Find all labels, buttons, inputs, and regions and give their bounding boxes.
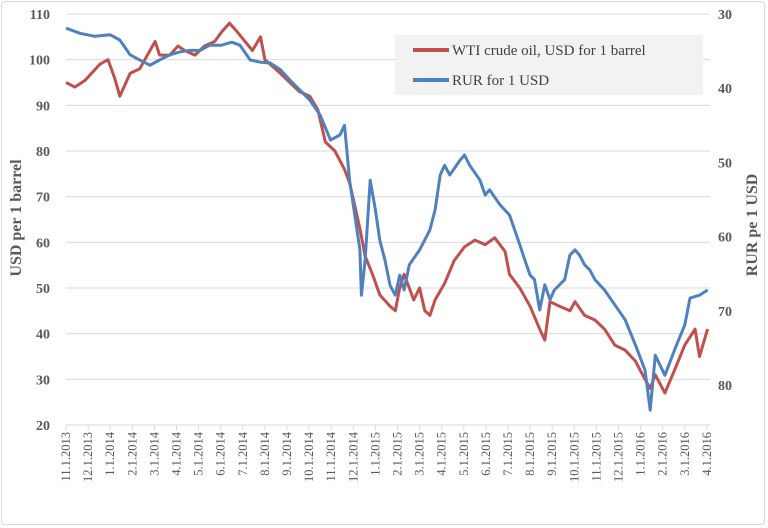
x-tick-label: 11.1.2014: [324, 431, 338, 481]
x-tick-label: 1.1.2015: [368, 432, 382, 476]
x-tick-label: 10.1.2014: [302, 431, 316, 482]
legend-label-wti: WTI crude oil, USD for 1 barrel: [452, 43, 646, 59]
x-tick-label: 4.1.2014: [170, 431, 184, 476]
x-tick-label: 3.1.2016: [678, 432, 692, 476]
y-tick-label: 90: [36, 99, 50, 114]
x-tick-label: 10.1.2015: [567, 432, 581, 482]
x-tick-label: 4.1.2015: [435, 432, 449, 476]
y-right-tick-label: 80: [718, 379, 732, 394]
legend: WTI crude oil, USD for 1 barrel RUR for …: [395, 35, 703, 95]
x-tick-label: 11.1.2015: [589, 432, 603, 482]
x-tick-label: 7.1.2015: [501, 432, 515, 476]
legend-background: [395, 35, 703, 95]
y-tick-label: 20: [36, 419, 50, 434]
series-lines: [65, 21, 710, 412]
y-right-tick-label: 70: [718, 305, 732, 320]
x-tick-label: 7.1.2014: [236, 431, 250, 476]
right-axis-label: RUR pe 1 USD: [744, 174, 761, 277]
x-tick-label: 5.1.2014: [192, 431, 206, 476]
x-tick-label: 4.1.2016: [700, 432, 714, 476]
y-tick-label: 100: [29, 54, 50, 69]
x-tick-label: 9.1.2015: [545, 432, 559, 476]
right-axis-ticks: 30 40 50 60 70 80: [718, 8, 732, 394]
y-right-tick-label: 30: [718, 8, 732, 23]
x-tick-label: 1.1.2016: [634, 432, 648, 476]
series-line-rur: [65, 26, 709, 412]
x-tick-label: 3.1.2015: [413, 432, 427, 476]
y-right-tick-label: 60: [718, 231, 732, 246]
y-tick-label: 40: [36, 328, 50, 343]
x-tick-label: 3.1.2014: [147, 431, 161, 476]
x-tick-label: 8.1.2014: [258, 431, 272, 476]
x-tick-label: 2.1.2016: [656, 432, 670, 476]
y-tick-label: 30: [36, 373, 50, 388]
x-tick-label: 11.1.2013: [59, 432, 73, 482]
left-axis-label: USD per 1 barrel: [8, 159, 25, 277]
x-tick-label: 2.1.2014: [125, 431, 139, 476]
y-tick-label: 110: [30, 8, 50, 23]
y-tick-label: 60: [36, 236, 50, 251]
legend-label-rur: RUR for 1 USD: [452, 73, 549, 89]
x-tick-label: 6.1.2015: [479, 432, 493, 476]
left-axis-ticks: 110 100 90 80 70 60 50 40 30 20: [29, 8, 50, 434]
y-right-tick-label: 50: [718, 156, 732, 171]
y-tick-label: 80: [36, 145, 50, 160]
y-right-tick-label: 40: [718, 82, 732, 97]
x-tick-label: 6.1.2014: [214, 431, 228, 476]
x-axis: 11.1.2013 12.1.2013 1.1.2014 2.1.2014 3.1.20…: [59, 424, 714, 482]
x-tick-label: 12.1.2015: [612, 432, 626, 482]
x-tick-label: 9.1.2014: [280, 431, 294, 476]
x-tick-label: 8.1.2015: [523, 432, 537, 476]
series-line-wti: [65, 21, 710, 395]
x-tick-label: 1.1.2014: [103, 431, 117, 476]
x-tick-label: 12.1.2013: [81, 432, 95, 482]
x-tick-label: 12.1.2014: [346, 431, 360, 482]
y-tick-label: 70: [36, 191, 50, 206]
y-tick-label: 50: [36, 282, 50, 297]
x-tick-label: 2.1.2015: [391, 432, 405, 476]
x-tick-label: 5.1.2015: [457, 432, 471, 476]
